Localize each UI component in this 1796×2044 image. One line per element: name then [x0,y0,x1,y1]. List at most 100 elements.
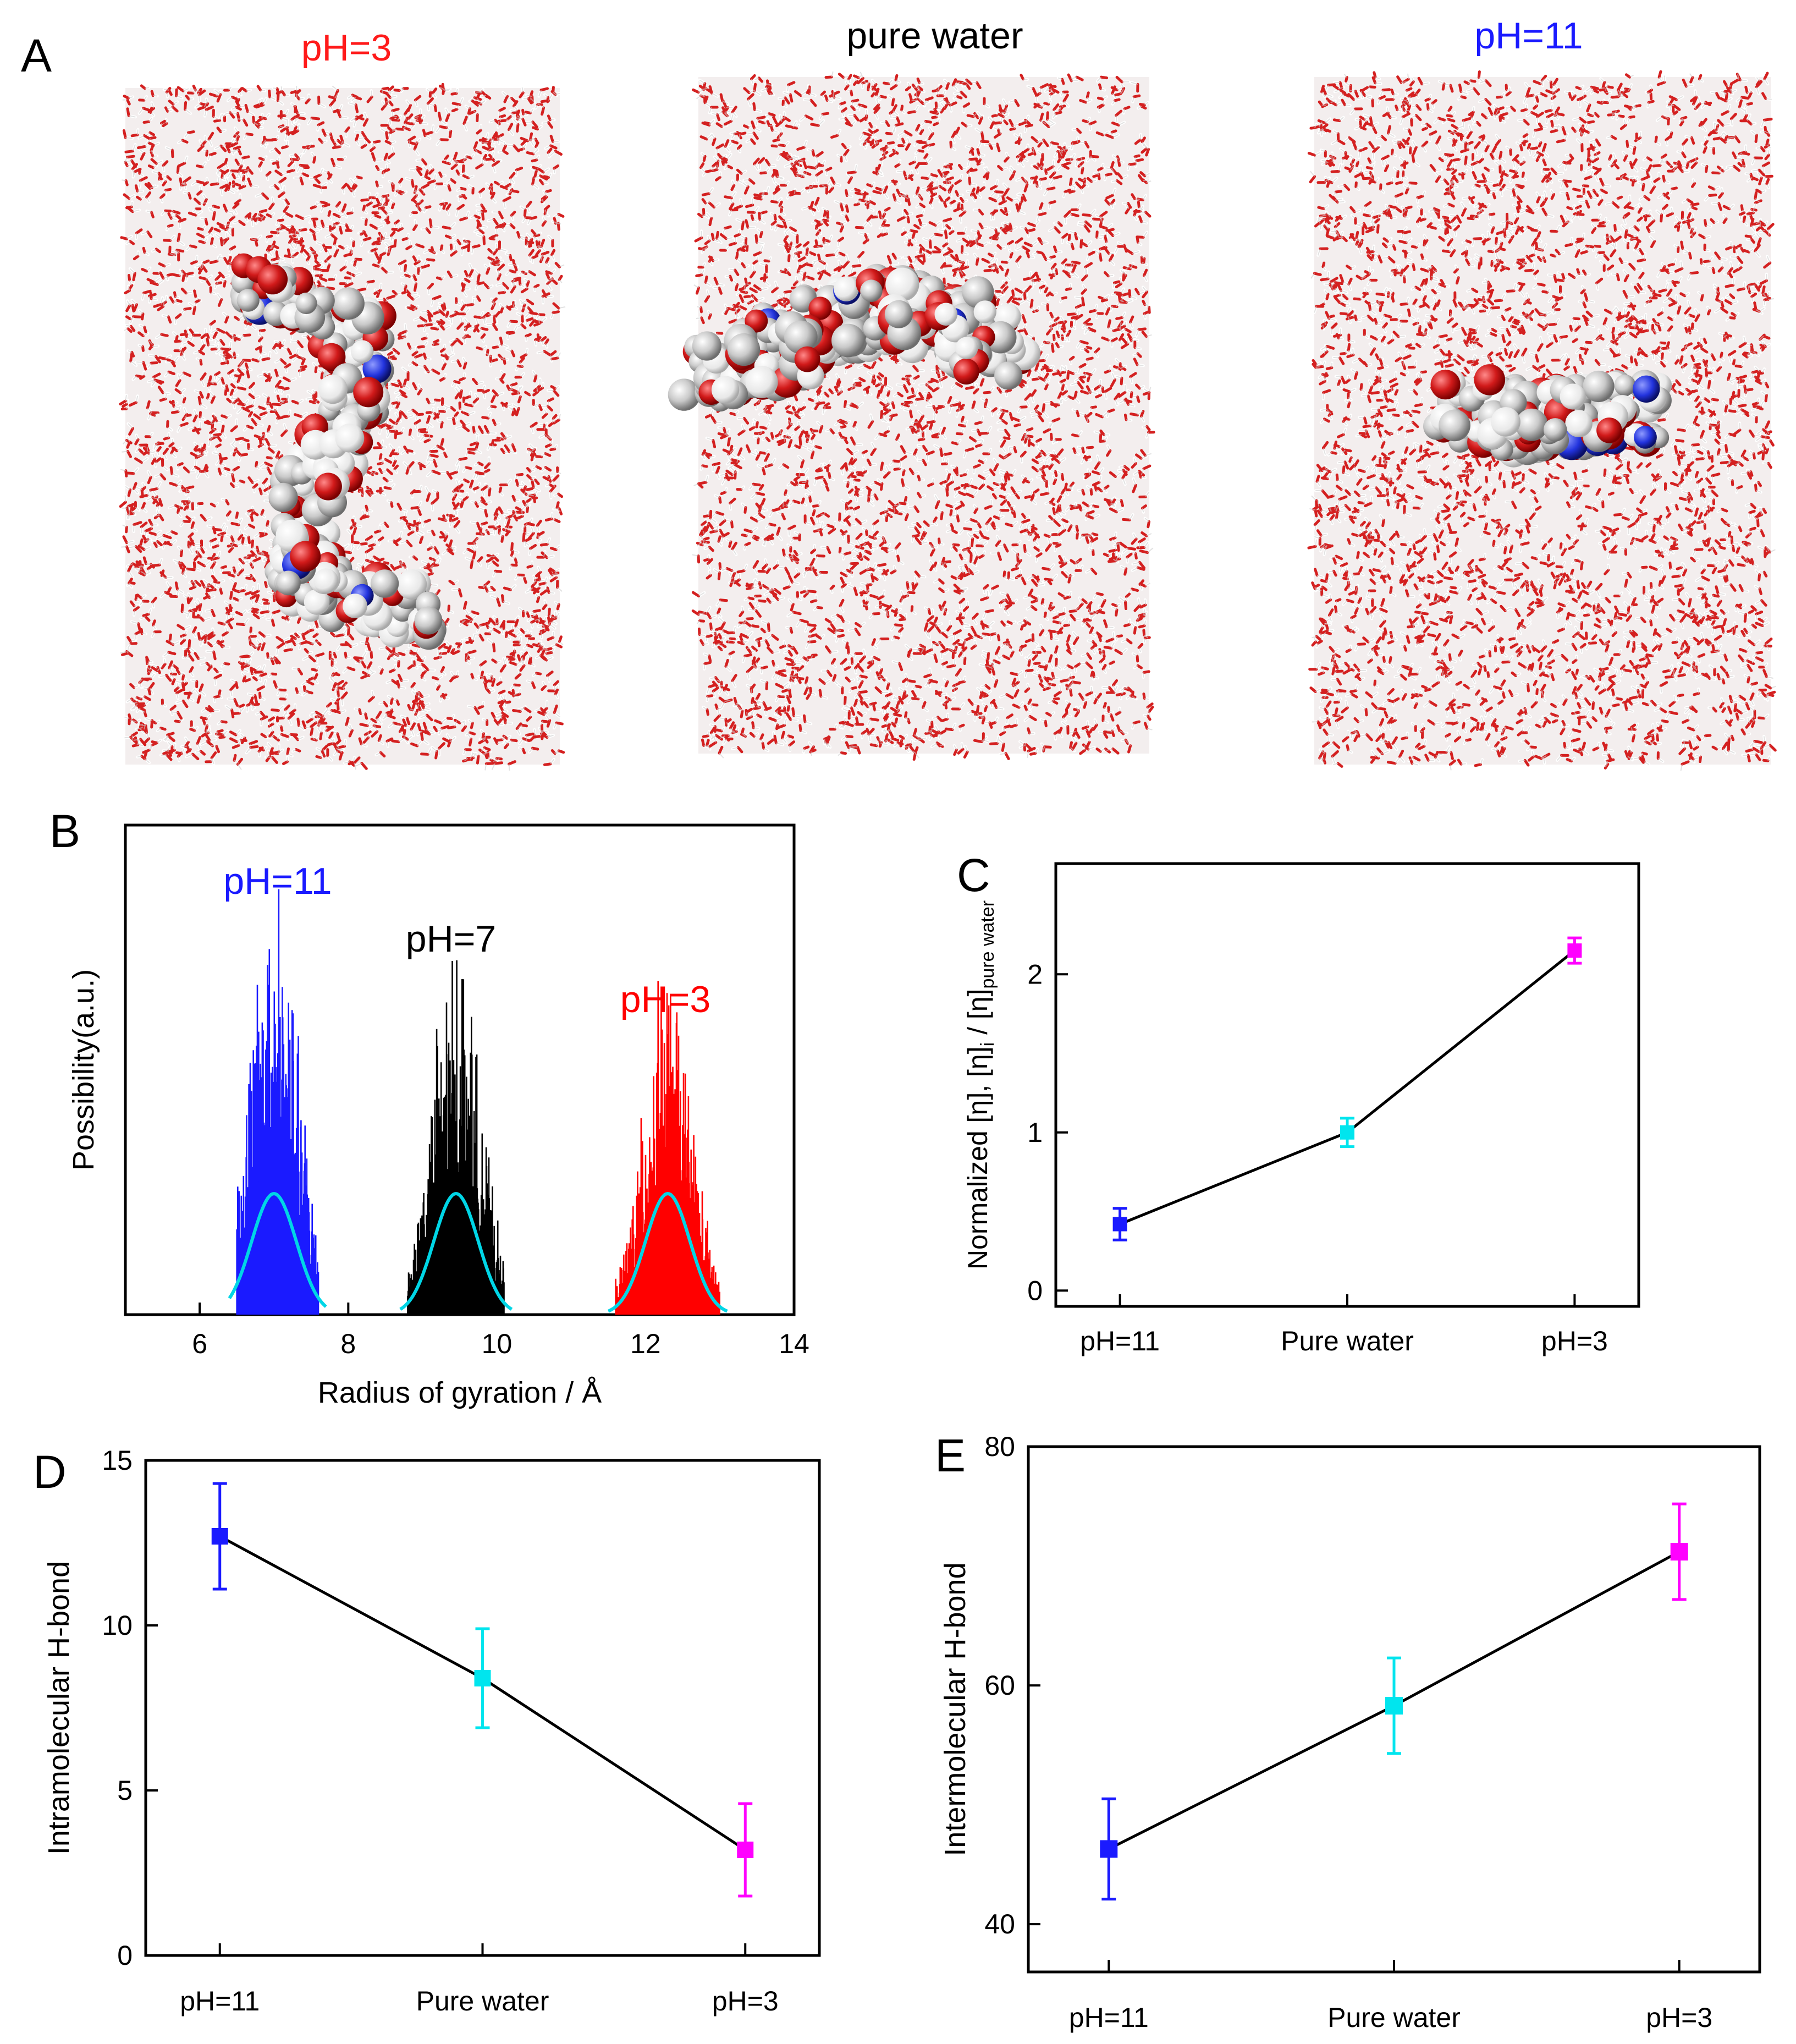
y-label-mid: / [η] [962,989,993,1042]
square-marker [1112,1217,1127,1232]
y-axis-label: Intermolecular H-bond [939,1562,972,1856]
atom-sphere [808,296,832,320]
atom-sphere [332,287,365,320]
atom-sphere [276,570,301,596]
atom-sphere [831,323,865,358]
y-tick-label: 60 [984,1670,1015,1701]
histogram-core [428,1171,484,1315]
panel-c-viscosity-chart: C 0 1 2 pH=11 Pure water pH=3 Normalized [η], [… [957,849,1640,1356]
panel-a-letter: A [21,30,52,81]
data-point-ph3 [737,1802,754,1898]
series-label-ph3: pH=3 [620,979,710,1020]
y-axis-label: Possibility(a.u.) [67,969,100,1171]
data-point-ph11 [211,1482,228,1591]
x-tick-label: 8 [340,1328,356,1359]
x-axis-label: Radius of gyration / Å [318,1376,602,1409]
atom-sphere [314,472,342,501]
atom-sphere [962,276,994,309]
y-tick-label: 0 [1027,1275,1043,1306]
y-tick-label: 15 [102,1445,133,1476]
x-tick-label: 14 [779,1328,809,1359]
panel-d-intramolecular-chart: D 0 5 10 15 pH=11 Pure water pH=3 Intramolecular… [33,1445,821,2016]
atom-sphere [1565,410,1593,437]
panel-b-histogram: B 6 8 10 12 14 Radius of gyration / Å Possibili… [49,805,809,1409]
atom-sphere [317,343,346,371]
square-marker [1340,1125,1354,1140]
square-marker [1100,1840,1118,1858]
x-category-label: Pure water [1281,1326,1414,1356]
panel-letter: D [33,1446,67,1498]
atom-sphere [343,594,367,618]
water-box-ph11 [1307,70,1778,772]
atom-sphere [784,320,818,354]
atom-sphere [984,321,1017,354]
atom-sphere [257,264,288,295]
atom-sphere [353,377,384,408]
x-tick-label: 10 [482,1328,513,1359]
atom-sphere [1439,409,1470,442]
y-tick-label: 80 [984,1431,1015,1462]
atom-sphere [745,309,768,333]
atom-sphere [728,333,761,366]
atom-sphere [860,279,883,302]
gaussian-fit-curve [228,1191,327,1308]
atom-sphere [1543,418,1567,442]
atom-sphere [414,606,443,635]
data-point-ph11 [1100,1797,1118,1901]
atom-sphere [290,541,321,572]
x-category-label: Pure water [416,1986,549,2016]
atom-sphere [313,568,339,594]
panel-b-letter: B [49,805,80,857]
polymer-molecule [668,263,1041,412]
x-category-label: pH=11 [180,1986,260,2016]
y-tick-label: 40 [984,1909,1015,1939]
water-box-pure-water [668,70,1155,761]
atom-sphere [885,267,919,301]
atom-sphere [1633,375,1660,403]
polymer-molecule [230,253,447,650]
atom-sphere [1474,364,1506,395]
panel-a-title-pure-water: pure water [846,15,1023,57]
square-marker [1567,943,1582,958]
square-marker [1385,1696,1403,1715]
panel-a-title-ph3: pH=3 [301,27,392,69]
y-tick-label: 10 [102,1610,133,1641]
y-label-sub-pure-water: pure water [977,900,998,989]
atom-sphere [1614,374,1636,397]
data-point-purewater [1385,1656,1403,1755]
x-category-label: pH=3 [712,1986,779,2016]
panel-letter: E [935,1430,966,1481]
atom-sphere [955,337,978,360]
series-label-ph11: pH=11 [223,860,332,902]
y-tick-label: 5 [117,1775,133,1806]
square-marker [474,1670,491,1686]
x-tick-label: 6 [192,1328,207,1359]
atom-sphere [834,276,859,301]
histogram-series-ph7 [399,960,513,1315]
atom-sphere [994,361,1023,390]
water-hydrogen-shading [1309,73,1777,771]
histogram-series-ph11 [228,889,327,1315]
atom-sphere [1491,407,1520,437]
histogram-series-ph3 [607,981,728,1315]
x-category-label: pH=3 [1541,1326,1608,1356]
atom-sphere [1516,408,1548,441]
connecting-line [1119,949,1575,1226]
atom-sphere [318,375,348,404]
panel-e-intermolecular-chart: E 40 60 80 pH=11 Pure water pH=3 Intermolecular… [935,1430,1761,2033]
atom-sphere [304,589,330,615]
atom-sphere [268,482,298,512]
y-label-main: Normalized [η], [η] [962,1046,993,1270]
square-marker [211,1528,228,1545]
x-category-label: pH=11 [1080,1326,1160,1356]
atom-sphere [362,354,392,383]
atom-sphere [236,289,260,312]
gaussian-fit-curve [607,1191,728,1313]
x-tick-label: 12 [630,1328,661,1359]
atom-sphere [973,300,997,323]
y-tick-label: 2 [1027,959,1043,990]
data-point-purewater [474,1627,491,1729]
atom-sphere [370,569,399,598]
atom-sphere [934,303,958,326]
